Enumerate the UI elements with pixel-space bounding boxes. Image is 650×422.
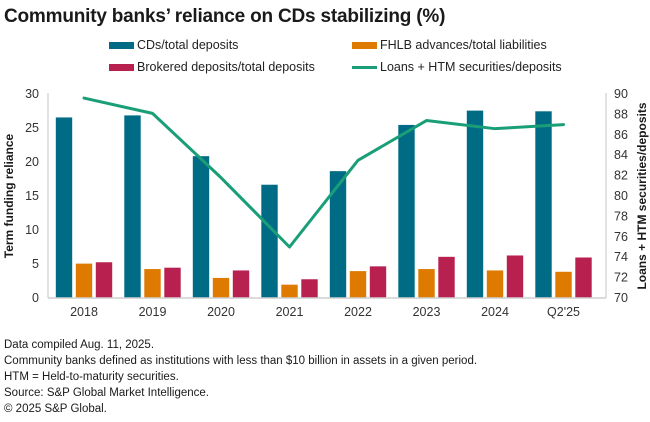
bar-brokered-deposits-2022 [369, 265, 387, 299]
bar-cds-2018 [55, 116, 73, 299]
footnotes: Data compiled Aug. 11, 2025. Community b… [4, 337, 477, 417]
x-tick-label: 2020 [207, 305, 235, 319]
right-tick-label: 82 [614, 169, 628, 183]
x-tick-label: 2018 [70, 305, 98, 319]
right-tick-label: 74 [614, 250, 628, 264]
left-tick-label: 30 [25, 87, 39, 101]
bar-fhlb-advances-2020 [212, 277, 230, 299]
legend-item-cds: CDs/total deposits [109, 38, 238, 52]
bar-brokered-deposits-2021 [300, 278, 319, 299]
right-tick-label: 72 [614, 271, 628, 285]
bar-fhlb-advances-2018 [75, 263, 93, 299]
legend-swatch-loans [352, 65, 377, 69]
right-tick-label: 88 [614, 107, 628, 121]
right-tick-label: 80 [614, 189, 628, 203]
left-tick-label: 15 [25, 189, 39, 203]
legend-swatch-fhlb [352, 41, 377, 49]
footnote-copyright: © 2025 S&P Global. [4, 403, 107, 415]
right-tick-label: 76 [614, 230, 628, 244]
bar-brokered-deposits-2018 [95, 261, 113, 299]
x-tick-label: Q2'25 [547, 305, 580, 319]
bar-fhlb-advances-2021 [280, 284, 299, 299]
legend-label-cds: CDs/total deposits [137, 38, 239, 52]
left-tick-label: 20 [25, 155, 39, 169]
right-tick-label: 86 [614, 128, 628, 142]
bar-cds-2020 [192, 155, 210, 299]
legend-label-loans: Loans + HTM securities/deposits [380, 60, 562, 74]
footnote-date: Data compiled Aug. 11, 2025. [4, 339, 155, 351]
left-tick-label: 0 [32, 291, 39, 305]
bar-fhlb-advances-2019 [143, 268, 162, 299]
bar-cds-2019 [123, 114, 142, 299]
x-tick-label: 2024 [481, 305, 509, 319]
bar-cds-2023 [397, 124, 416, 299]
legend-swatch-cds [109, 41, 134, 49]
footnote-htm: HTM = Held-to-maturity securities. [4, 371, 179, 383]
line-loans-htm [82, 96, 565, 249]
bar-cds-2021 [260, 184, 279, 299]
right-tick-label: 84 [614, 148, 628, 162]
left-tick-label: 5 [32, 257, 39, 271]
right-tick-label: 90 [614, 87, 628, 101]
bar-cds-Q225 [534, 110, 553, 299]
footnote-definition: Community banks defined as institutions … [4, 355, 478, 367]
legend-item-loans: Loans + HTM securities/deposits [352, 60, 562, 74]
legend-label-brokered: Brokered deposits/total deposits [137, 60, 315, 74]
x-tick-label: 2022 [344, 305, 372, 319]
left-tick-label: 25 [25, 121, 39, 135]
left-axis-ticks: 0 5 10 15 20 25 30 [25, 87, 39, 305]
line-series [82, 96, 565, 249]
bar-brokered-deposits-2023 [437, 256, 456, 299]
x-tick-label: 2019 [139, 305, 167, 319]
bar-brokered-deposits-2019 [163, 267, 182, 299]
bar-cds-2024 [466, 110, 484, 299]
bar-fhlb-advances-2023 [417, 268, 436, 299]
x-tick-label: 2023 [413, 305, 441, 319]
right-tick-label: 78 [614, 209, 628, 223]
bar-cds-2022 [329, 170, 347, 299]
bar-fhlb-advances-2024 [486, 269, 504, 299]
chart-title: Community banks’ reliance on CDs stabili… [4, 6, 446, 27]
bar-brokered-deposits-2020 [232, 269, 250, 299]
left-tick-label: 10 [25, 223, 39, 237]
bar-fhlb-advances-Q225 [554, 271, 573, 299]
x-axis-ticks: 2018 2019 2020 2021 2022 2023 2024 Q2'25 [70, 305, 580, 319]
legend-label-fhlb: FHLB advances/total liabilities [380, 38, 547, 52]
chart-plot: 0 5 10 15 20 25 30 70 72 74 76 78 80 82 84 86 88 90 2018… [2, 87, 649, 319]
y-axis-label-left: Term funding reliance [2, 133, 16, 258]
legend-swatch-brokered [109, 63, 134, 71]
legend-item-brokered: Brokered deposits/total deposits [109, 60, 315, 74]
bar-fhlb-advances-2022 [349, 270, 367, 299]
right-axis-ticks: 70 72 74 76 78 80 82 84 86 88 90 [614, 87, 628, 305]
bar-brokered-deposits-Q225 [574, 256, 593, 299]
x-tick-label: 2021 [276, 305, 304, 319]
legend-item-fhlb: FHLB advances/total liabilities [352, 38, 547, 52]
footnote-source: Source: S&P Global Market Intelligence. [4, 387, 209, 399]
bar-brokered-deposits-2024 [506, 254, 524, 299]
right-tick-label: 70 [614, 291, 628, 305]
y-axis-label-right: Loans + HTM securities/deposits [635, 102, 649, 289]
